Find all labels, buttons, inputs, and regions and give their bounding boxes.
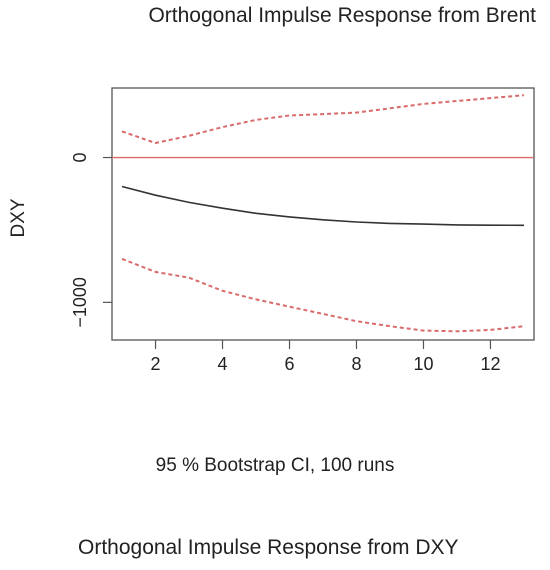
- plot-frame: [111, 87, 535, 341]
- x-axis-label: 95 % Bootstrap CI, 100 runs: [155, 455, 395, 476]
- chart-title: Orthogonal Impulse Response from Brent: [148, 4, 536, 27]
- x-tick-label: 2: [151, 354, 161, 374]
- x-tick-label: 10: [413, 354, 433, 374]
- x-tick-label: 12: [480, 354, 500, 374]
- x-tick-label: 6: [285, 354, 295, 374]
- x-tick-label: 8: [351, 354, 361, 374]
- next-chart-title: Orthogonal Impulse Response from DXY: [78, 536, 459, 559]
- y-tick-label: −1000: [70, 277, 90, 328]
- x-tick-label: 4: [218, 354, 228, 374]
- y-axis-label: DXY: [8, 198, 29, 237]
- series-line-upper: [121, 94, 525, 145]
- series-line-lower: [121, 257, 525, 333]
- y-tick-label: 0: [70, 153, 90, 163]
- series-line-response: [121, 185, 525, 227]
